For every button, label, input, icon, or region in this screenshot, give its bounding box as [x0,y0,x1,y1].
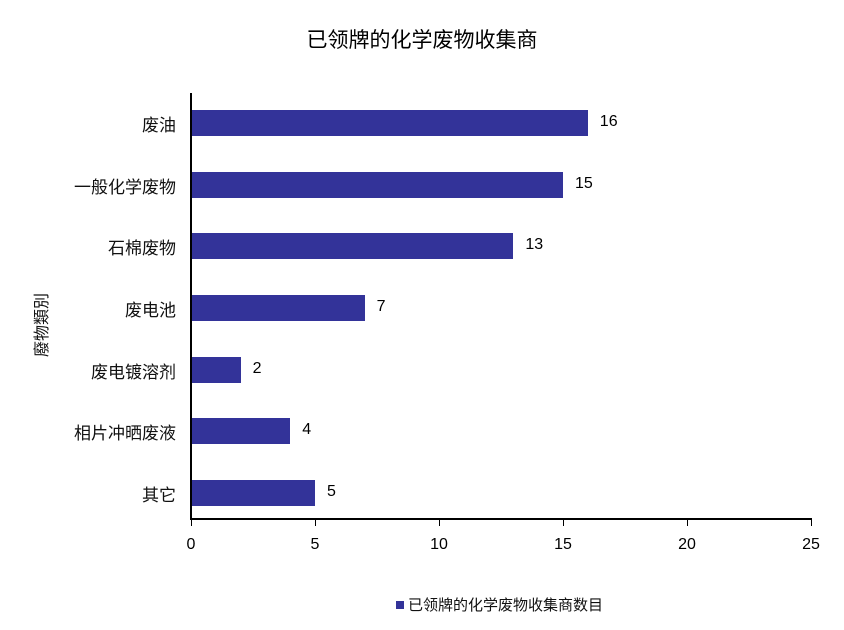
x-tick-label: 10 [430,536,448,553]
x-tick-label: 20 [678,536,696,553]
x-tick [686,519,688,526]
category-label: 其它 [142,486,176,506]
bar [191,357,241,383]
category-label: 废油 [142,116,176,136]
bar [191,480,315,506]
bar-value-label: 16 [599,113,618,130]
legend-swatch-icon [396,600,404,609]
chart-title: 已领牌的化学废物收集商 [306,28,538,52]
x-tick [190,519,192,526]
x-tick-label: 15 [554,536,572,553]
x-tick-label: 5 [310,536,320,553]
bar [191,418,291,444]
x-tick [810,519,812,526]
x-tick [438,519,440,526]
category-label: 废电池 [125,301,176,321]
x-axis-line [190,518,812,520]
bar-value-label: 4 [302,421,312,438]
bar-value-label: 5 [327,483,336,500]
category-label: 相片冲晒废液 [74,424,176,444]
bar-value-label: 15 [575,175,593,192]
x-tick-label: 25 [802,536,820,553]
category-label: 一般化学废物 [74,178,176,198]
x-tick-label: 0 [186,536,196,553]
bar [191,295,365,321]
bar [191,233,514,259]
y-axis-line [190,93,192,520]
bar-value-label: 13 [525,236,544,253]
category-label: 废电镀溶剂 [91,363,176,383]
bar-value-label: 7 [376,298,386,315]
category-label: 石棉废物 [108,239,176,259]
x-tick [314,519,316,526]
legend-label: 已领牌的化学废物收集商数目 [408,596,604,614]
bar [191,110,588,136]
x-tick [562,519,564,526]
bar [191,172,563,198]
legend: 已领牌的化学废物收集商数目 [396,594,603,615]
y-axis-title: 廢物類別 [32,292,51,358]
bar-value-label: 2 [252,360,262,377]
